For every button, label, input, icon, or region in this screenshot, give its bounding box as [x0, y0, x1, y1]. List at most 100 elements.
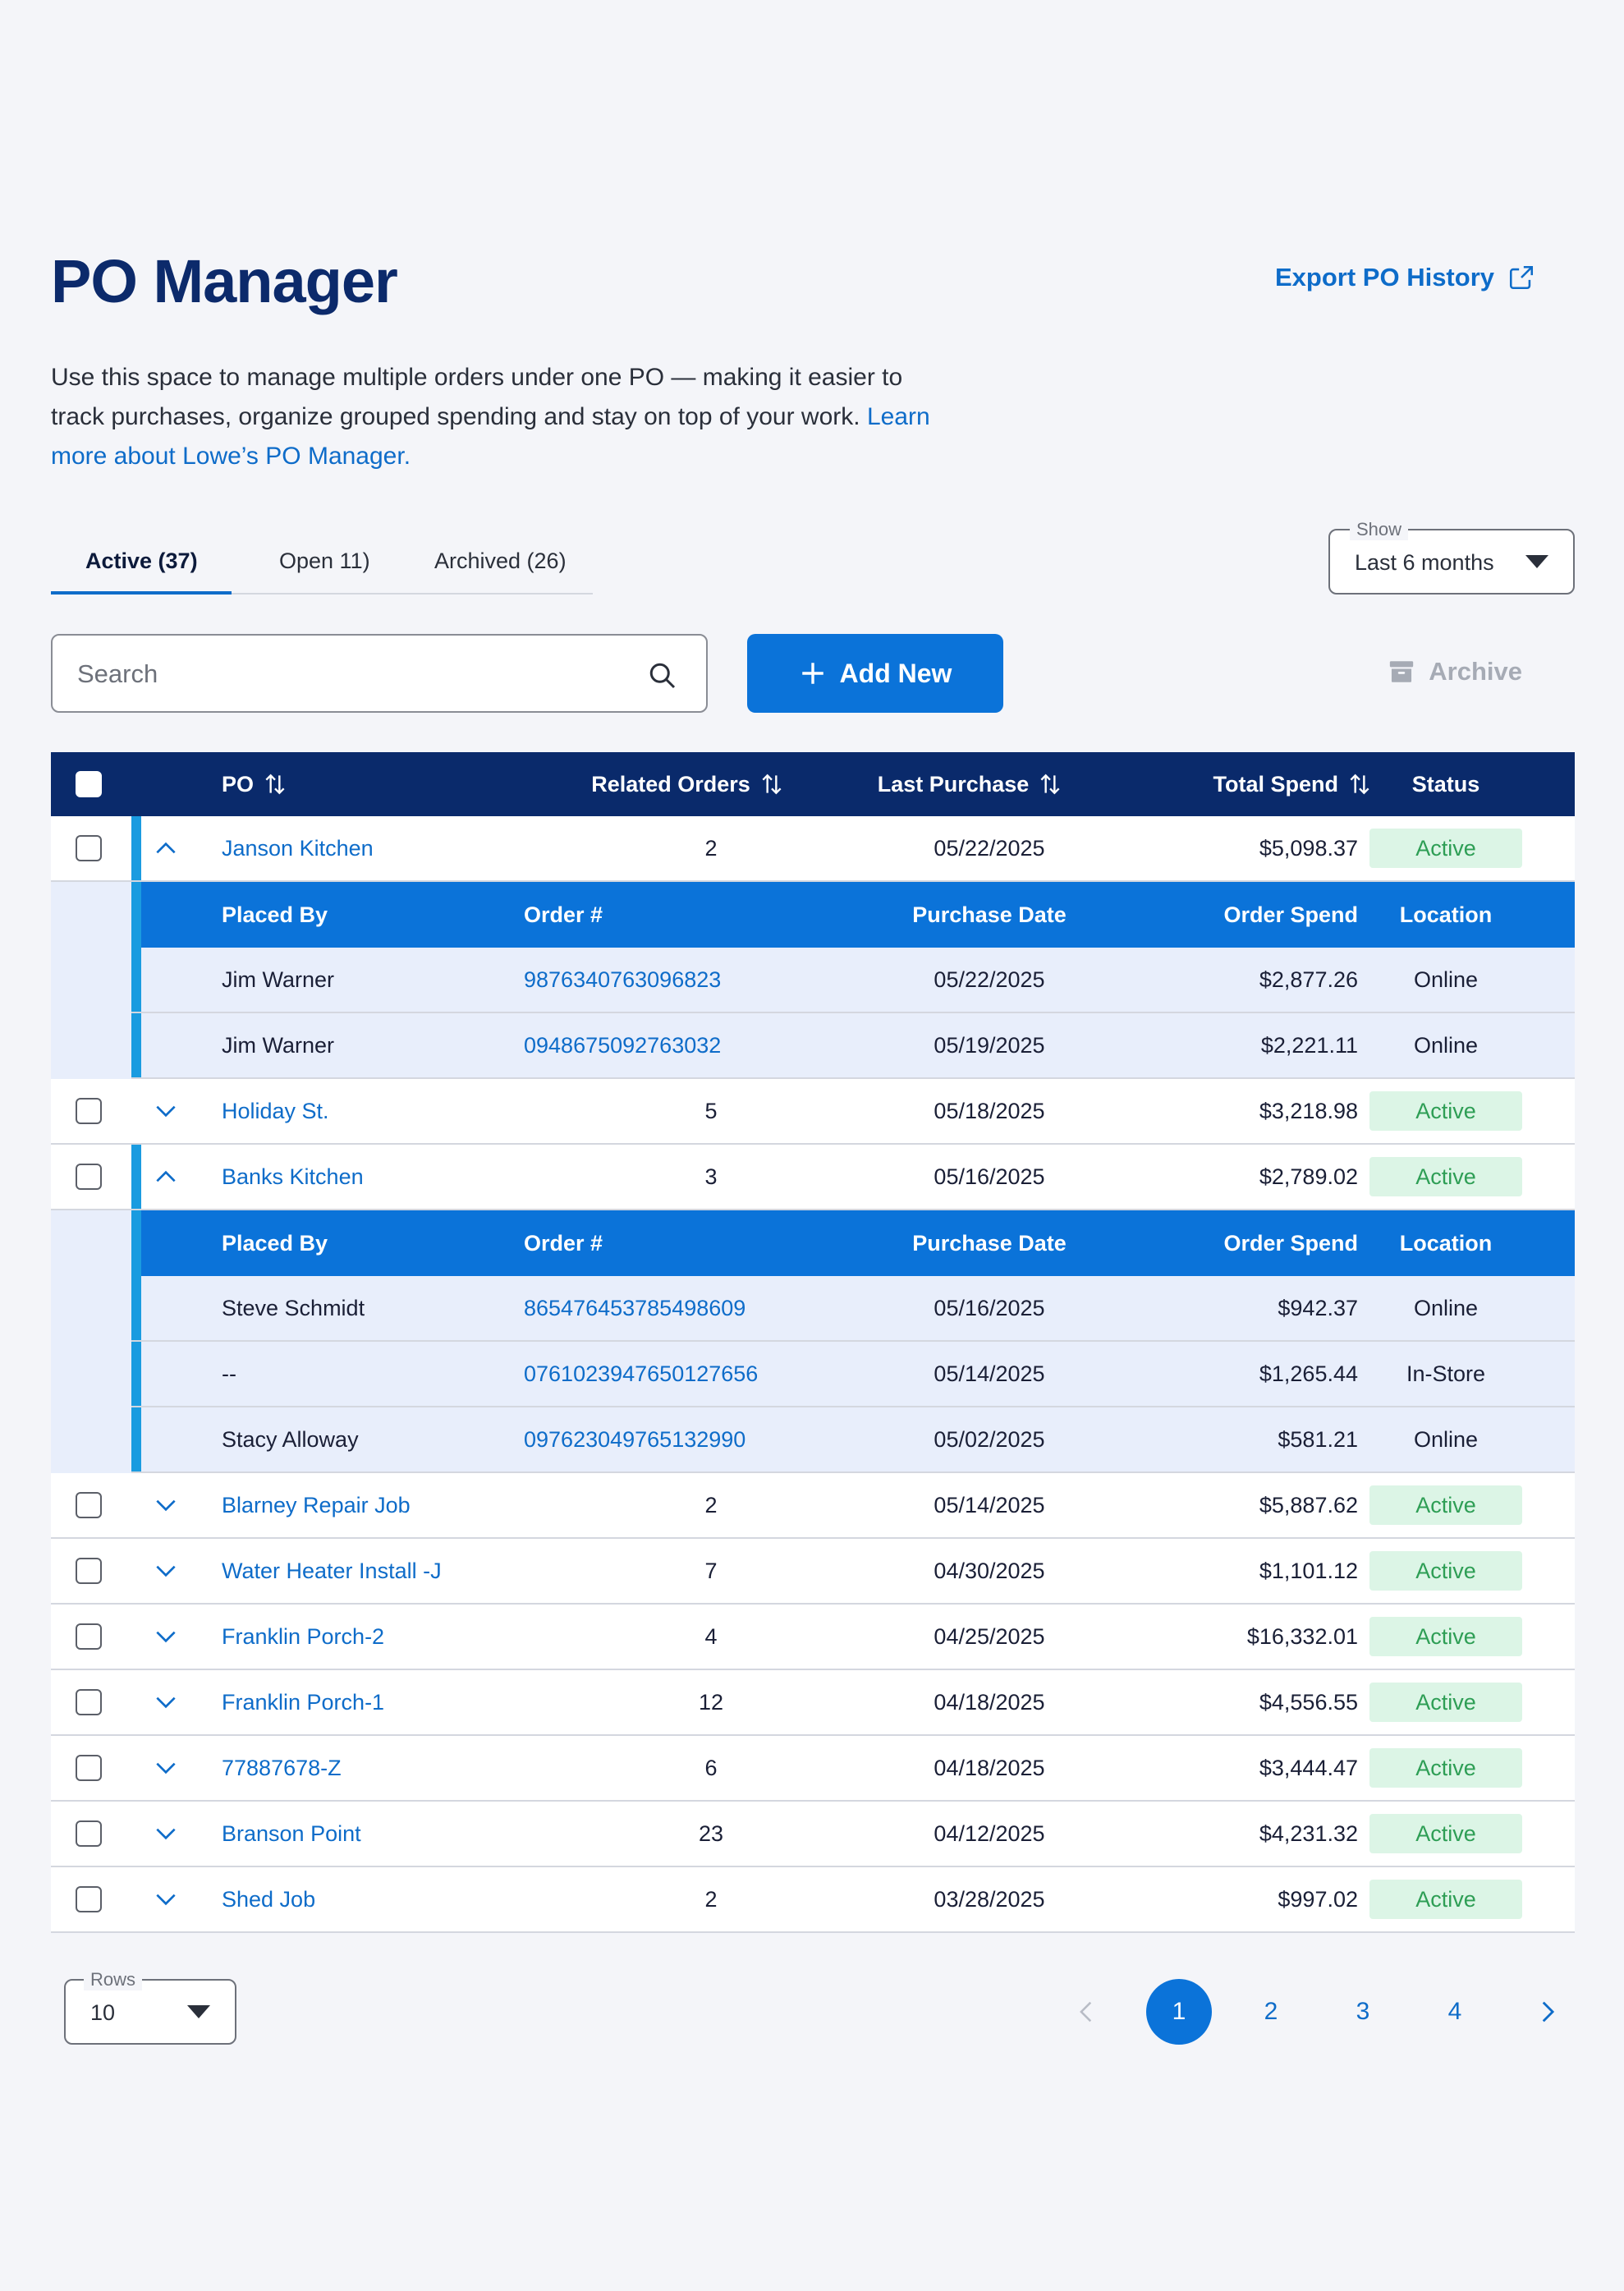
expand-toggle[interactable]	[153, 1145, 179, 1209]
expand-toggle[interactable]	[153, 1079, 179, 1143]
row-checkbox[interactable]	[76, 1886, 102, 1912]
sub-table-header-row: Placed By Order # Purchase Date Order Spend…	[51, 1210, 1575, 1278]
sub-column-placed-by: Placed By	[222, 902, 328, 927]
order-location: Online	[1413, 966, 1479, 992]
related-orders-count: 23	[698, 1820, 724, 1846]
column-label-total: Total Spend	[1213, 771, 1339, 797]
expand-toggle[interactable]	[153, 816, 179, 880]
page-number-button[interactable]: 2	[1264, 1998, 1278, 2025]
page-number-button[interactable]: 4	[1447, 1998, 1462, 2025]
previous-page-button[interactable]	[1054, 1979, 1120, 2045]
page-number-button[interactable]: 1	[1146, 1979, 1212, 2045]
expand-toggle[interactable]	[153, 1473, 179, 1537]
chevron-down-icon[interactable]	[153, 1689, 179, 1715]
po-name-link[interactable]: Blarney Repair Job	[222, 1492, 411, 1517]
sort-icon	[1040, 774, 1060, 795]
po-name-link[interactable]: Janson Kitchen	[222, 835, 374, 861]
tab-archived[interactable]: Archived (26)	[434, 549, 567, 573]
sub-column-location: Location	[1399, 1230, 1493, 1256]
sub-table-gutter	[51, 1407, 131, 1473]
export-po-history-link[interactable]: Export PO History	[1275, 263, 1535, 292]
purchase-date: 05/02/2025	[934, 1426, 1045, 1452]
table-row: Water Heater Install -J 7 04/30/2025 $1,101…	[51, 1539, 1575, 1605]
row-checkbox[interactable]	[76, 1820, 102, 1847]
column-header-related-orders[interactable]: Related Orders	[565, 752, 811, 816]
order-number-link[interactable]: 097623049765132990	[524, 1426, 746, 1452]
status-badge: Active	[1369, 1814, 1522, 1853]
related-orders-count: 4	[704, 1623, 718, 1649]
row-checkbox[interactable]	[76, 1492, 102, 1518]
show-period-select[interactable]: Show Last 6 months	[1328, 519, 1575, 595]
expand-toggle[interactable]	[153, 1670, 179, 1734]
page-number-button[interactable]: 3	[1356, 1998, 1370, 2025]
po-name-link[interactable]: 77887678-Z	[222, 1755, 342, 1780]
column-label-status: Status	[1411, 771, 1480, 797]
po-name-link[interactable]: Franklin Porch-2	[222, 1623, 385, 1649]
chevron-down-icon[interactable]	[153, 1623, 179, 1650]
chevron-down-icon[interactable]	[153, 1820, 179, 1847]
po-name-link[interactable]: Banks Kitchen	[222, 1164, 364, 1189]
row-checkbox-cell	[76, 1605, 102, 1669]
rows-per-page-select[interactable]: Rows 10	[64, 1969, 236, 2045]
order-number-link[interactable]: 0948675092763032	[524, 1032, 722, 1058]
expand-toggle[interactable]	[153, 1736, 179, 1800]
purchase-date: 05/19/2025	[934, 1032, 1045, 1058]
tab-open[interactable]: Open 11)	[279, 549, 370, 573]
expand-toggle[interactable]	[153, 1867, 179, 1931]
column-header-total-spend[interactable]: Total Spend	[1159, 752, 1373, 816]
row-checkbox[interactable]	[76, 1098, 102, 1124]
chevron-up-icon[interactable]	[153, 835, 179, 861]
chevron-down-icon[interactable]	[153, 1886, 179, 1912]
row-checkbox[interactable]	[76, 1558, 102, 1584]
row-checkbox[interactable]	[76, 1164, 102, 1190]
chevron-down-icon[interactable]	[153, 1098, 179, 1124]
row-checkbox[interactable]	[76, 1755, 102, 1781]
po-name-link[interactable]: Holiday St.	[222, 1098, 329, 1123]
row-checkbox[interactable]	[76, 1689, 102, 1715]
status-badge: Active	[1369, 1683, 1522, 1722]
po-name-link[interactable]: Franklin Porch-1	[222, 1689, 385, 1715]
row-checkbox[interactable]	[76, 1623, 102, 1650]
learn-more-link[interactable]: Learn more about Lowe’s PO Manager.	[51, 403, 930, 470]
order-number-link[interactable]: 0761023947650127656	[524, 1361, 759, 1386]
sub-table-gutter	[51, 882, 131, 949]
chevron-down-icon[interactable]	[153, 1492, 179, 1518]
expand-toggle[interactable]	[153, 1802, 179, 1866]
page-description: Use this space to manage multiple orders…	[51, 358, 954, 476]
select-all-checkbox[interactable]	[76, 771, 102, 797]
total-spend: $3,218.98	[1259, 1098, 1358, 1123]
table-body: Janson Kitchen 2 05/22/2025 $5,098.37 Active…	[51, 816, 1575, 1933]
status-cell: Active	[1369, 1473, 1522, 1537]
table-row: Janson Kitchen 2 05/22/2025 $5,098.37 Active	[51, 816, 1575, 882]
column-label-po: PO	[222, 771, 255, 797]
page-header: PO Manager Export PO History	[51, 246, 1575, 328]
order-number-link[interactable]: 9876340763096823	[524, 966, 722, 992]
row-checkbox[interactable]	[76, 835, 102, 861]
po-name-link[interactable]: Shed Job	[222, 1886, 316, 1912]
search-icon[interactable]	[647, 660, 677, 690]
expand-toggle[interactable]	[153, 1605, 179, 1669]
chevron-up-icon[interactable]	[153, 1164, 179, 1190]
chevron-down-icon[interactable]	[153, 1558, 179, 1584]
row-checkbox-cell	[76, 1473, 102, 1537]
tab-active[interactable]: Active (37)	[85, 549, 198, 573]
chevron-down-icon[interactable]	[153, 1755, 179, 1781]
column-header-last-purchase[interactable]: Last Purchase	[847, 752, 1094, 816]
expanded-row-accent	[131, 1407, 141, 1471]
archive-button[interactable]: Archive	[1388, 657, 1522, 686]
status-tabs: Active (37) Open 11) Archived (26)	[51, 526, 593, 595]
chevron-left-icon	[1080, 2001, 1092, 2022]
status-badge: Active	[1369, 1157, 1522, 1196]
total-spend: $997.02	[1278, 1886, 1358, 1912]
order-number-link[interactable]: 865476453785498609	[524, 1295, 746, 1320]
sort-icon	[265, 774, 285, 795]
add-new-button[interactable]: Add New	[747, 634, 1003, 713]
expand-toggle[interactable]	[153, 1539, 179, 1603]
po-name-link[interactable]: Branson Point	[222, 1820, 361, 1846]
column-header-po[interactable]: PO	[222, 752, 288, 816]
next-page-button[interactable]	[1514, 1979, 1580, 2045]
po-name-link[interactable]: Water Heater Install -J	[222, 1558, 442, 1583]
sub-column-location: Location	[1399, 902, 1493, 927]
row-checkbox-cell	[76, 1539, 102, 1603]
search-input[interactable]	[77, 652, 635, 696]
